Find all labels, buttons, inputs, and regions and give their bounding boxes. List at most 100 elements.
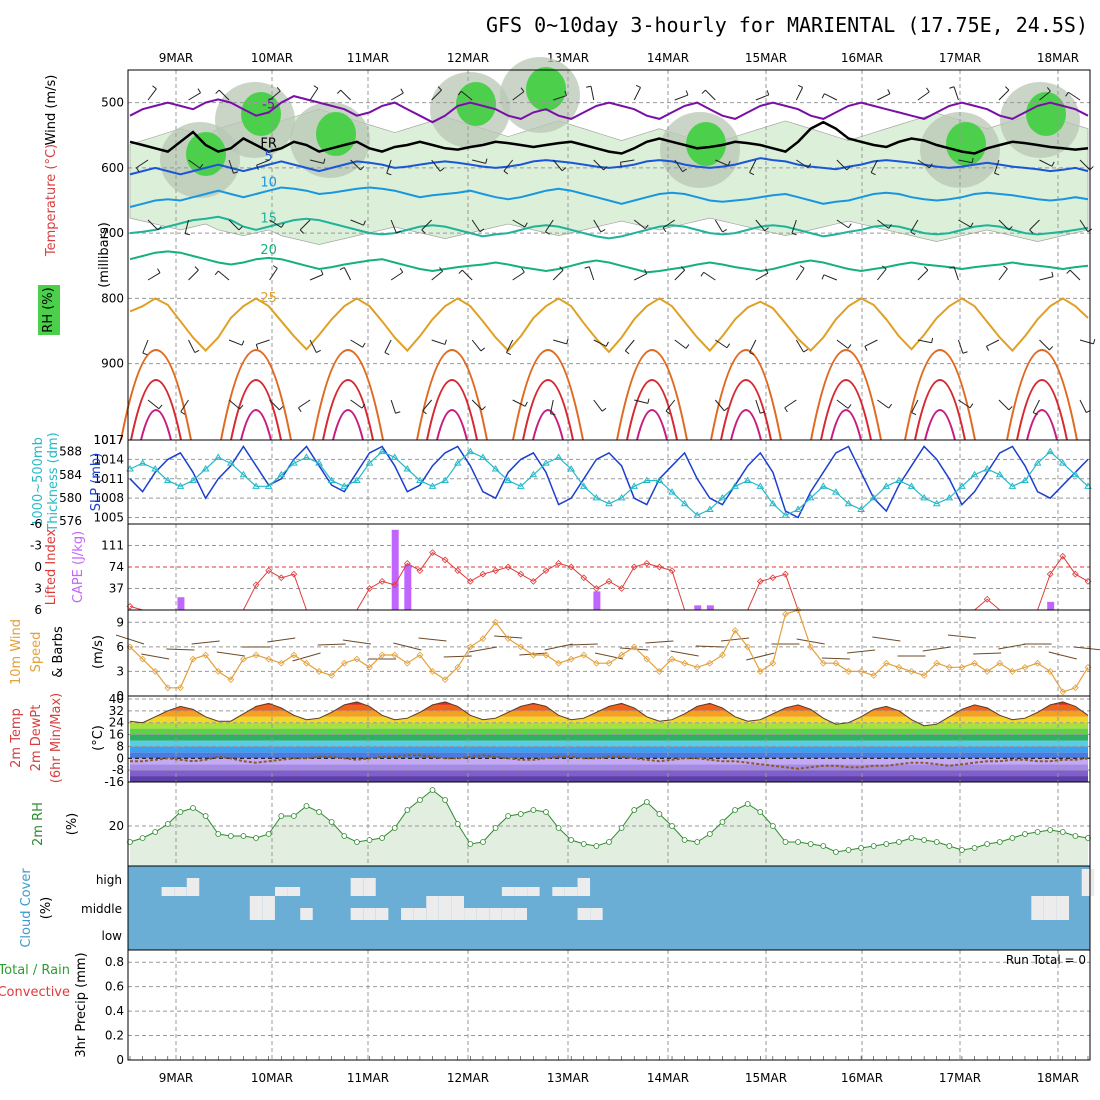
- rh2m-marker: [568, 837, 575, 843]
- wind10m-barb: [569, 643, 598, 646]
- wind-barb: [147, 272, 161, 281]
- wind-speed-marker: [290, 651, 298, 659]
- cloud-mid-bar: [363, 908, 376, 920]
- wind-speed-marker: [593, 659, 600, 667]
- wind-barb: [953, 86, 959, 101]
- wind-barb-flag: [605, 341, 609, 347]
- wind-barb: [755, 272, 769, 281]
- wind-barb: [634, 273, 648, 281]
- thickness-marker: [693, 511, 702, 518]
- rh2m-marker: [1047, 827, 1054, 833]
- cape-bar: [694, 605, 702, 610]
- wind-barb: [911, 399, 919, 413]
- thickness-marker: [567, 464, 576, 472]
- thickness-marker: [1008, 482, 1017, 489]
- hot-isotherm-day9-2: [1026, 409, 1058, 441]
- rh2m-marker: [946, 843, 953, 849]
- wind-barb: [1039, 339, 1050, 351]
- wind-barb-flag: [281, 222, 285, 228]
- cloud-mid-bar: [514, 908, 528, 920]
- wind-barb-flag: [624, 350, 630, 355]
- rh2m-marker: [681, 837, 688, 843]
- rh-legend-swatch: [38, 285, 60, 335]
- wind-barb: [350, 339, 363, 348]
- wind-barb-flag: [881, 265, 887, 270]
- rh2m-marker: [290, 813, 297, 819]
- wind-barb-flag: [727, 160, 731, 166]
- wind-speed-marker: [303, 659, 310, 667]
- cloud-high-bar: [527, 887, 540, 896]
- wind10m-barb: [973, 652, 1002, 655]
- rh-green-patch: [186, 132, 226, 176]
- rh2m-marker: [694, 839, 701, 845]
- rh2m-ytick-20: 20: [109, 819, 124, 833]
- wind-barb: [703, 271, 716, 281]
- upper-ytick-800: 800: [101, 291, 124, 305]
- hot-isotherm-day4-1: [522, 379, 574, 441]
- thickness-marker: [163, 476, 172, 484]
- wind-barb: [593, 399, 603, 412]
- wind-speed-marker: [366, 663, 373, 671]
- hot-isotherm-day8-0: [904, 349, 976, 441]
- lifted-marker: [265, 567, 273, 574]
- lifted-ytick--3: -3: [30, 539, 42, 553]
- wind-barb-flag: [480, 347, 486, 352]
- wind-speed-marker: [782, 610, 789, 618]
- wind-barb: [1068, 91, 1081, 101]
- temp-ytick-40: 40: [109, 692, 124, 706]
- wind-barb: [870, 159, 878, 173]
- wind-barb: [184, 219, 190, 234]
- thickness-marker: [579, 482, 588, 489]
- wind-barb: [593, 339, 607, 347]
- wind-speed-marker: [794, 606, 802, 614]
- wind-barb: [350, 399, 363, 409]
- thickness-marker: [819, 482, 828, 489]
- wind10m-barb: [695, 645, 724, 648]
- isotherm-label--5: -5: [262, 97, 275, 112]
- wind-barb-flag: [298, 407, 302, 413]
- upper-ytick-700: 700: [101, 226, 124, 240]
- rh-green-patch: [686, 122, 726, 166]
- cloud-high-bar: [161, 887, 175, 896]
- wind-barb-flag: [1051, 271, 1054, 277]
- wind-barb: [384, 339, 392, 353]
- thickness-marker: [995, 470, 1004, 478]
- wind-barb-flag: [847, 344, 852, 349]
- wind-barb: [823, 274, 838, 281]
- cape-bar: [706, 605, 714, 610]
- wind10m-barb: [620, 647, 649, 651]
- hot-isotherm-day6-1: [720, 379, 772, 441]
- wind-barb-flag: [135, 167, 140, 173]
- wind10m-barb: [166, 648, 195, 651]
- wind-barb-flag: [157, 226, 162, 231]
- wind-barb: [350, 159, 361, 171]
- rh2m-marker: [215, 831, 222, 837]
- wind-speed-marker: [618, 651, 625, 659]
- cloud-mid-bar: [426, 896, 439, 920]
- lifted-ytick--6: -6: [30, 517, 42, 531]
- date-label-top-12MAR: 12MAR: [447, 51, 489, 65]
- thickness-marker: [277, 470, 286, 478]
- wind-barb: [512, 399, 526, 407]
- temp-band: [130, 722, 1088, 729]
- dewpt-line: [130, 754, 1089, 770]
- wind-barb-flag: [550, 413, 556, 416]
- thickness-marker: [239, 470, 248, 478]
- thickness-marker: [327, 476, 336, 484]
- thickness-marker: [895, 476, 903, 484]
- wind-barb: [1079, 219, 1089, 232]
- wind-barb: [188, 92, 201, 101]
- wind-barb-flag: [276, 86, 281, 92]
- lifted-marker: [529, 577, 537, 585]
- wind-barb: [795, 87, 804, 101]
- wind-barb: [665, 399, 676, 412]
- wind-speed-marker: [882, 659, 890, 667]
- wind-barb: [180, 399, 189, 412]
- wind-barb-flag: [665, 410, 671, 415]
- wind-barb-flag: [601, 407, 607, 412]
- wind-barb: [593, 159, 604, 171]
- wind-speed-marker: [265, 655, 273, 663]
- cloud-mid-bar: [476, 908, 490, 920]
- date-label-bottom-9MAR: 9MAR: [159, 1071, 194, 1085]
- rh2m-marker: [795, 839, 801, 845]
